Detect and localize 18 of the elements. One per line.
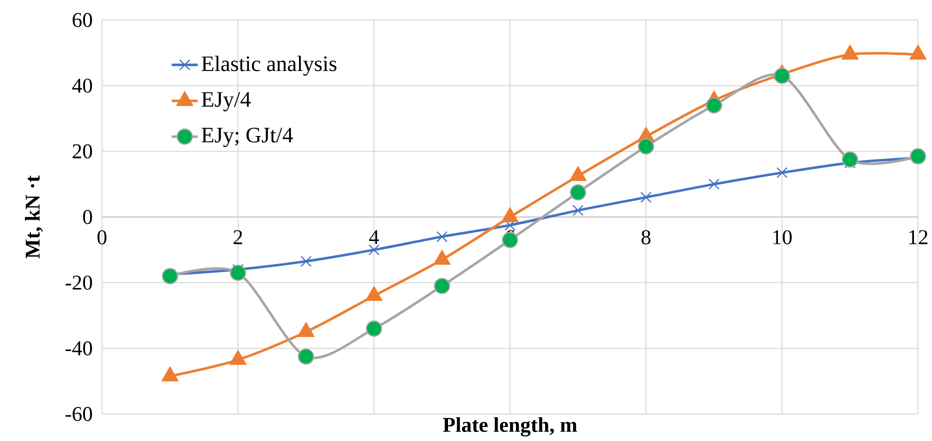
y-axis-title: Mt, kN ·t (24, 175, 43, 258)
y-tick-label: -40 (66, 341, 92, 356)
x-axis-title: Plate length, m (443, 417, 578, 436)
y-tick-label: -20 (66, 276, 92, 290)
legend-label: EJy/4 (202, 92, 251, 112)
x-tick-label: 8 (642, 230, 650, 244)
x-tick-label: 4 (369, 230, 379, 244)
y-tick-label: -60 (66, 406, 92, 422)
x-tick-label: 2 (234, 230, 242, 244)
legend-label: EJy; GJt/4 (202, 128, 293, 148)
legend-label: Elastic analysis (202, 56, 336, 76)
y-tick-label: 0 (83, 210, 92, 224)
x-tick-label: 0 (98, 230, 106, 244)
y-tick-label: 40 (72, 78, 92, 93)
x-tick-label: 12 (909, 230, 928, 244)
y-tick-label: 20 (72, 144, 92, 158)
x-tick-label: 10 (773, 230, 792, 244)
y-tick-label: 60 (72, 12, 92, 28)
